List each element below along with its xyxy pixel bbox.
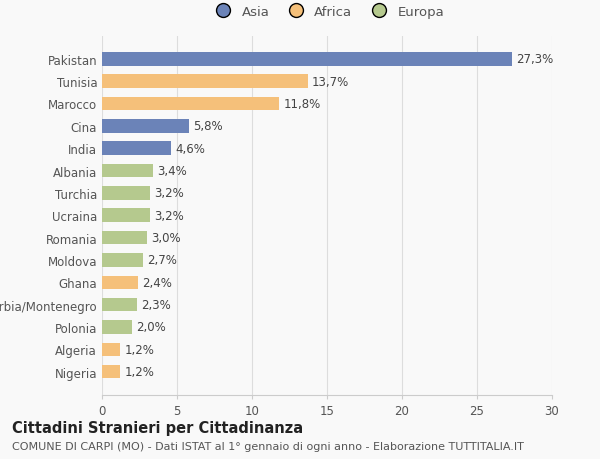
Bar [102, 254, 143, 267]
Text: 3,4%: 3,4% [157, 165, 187, 178]
Bar [102, 276, 138, 289]
Text: 4,6%: 4,6% [176, 142, 205, 155]
Text: 2,0%: 2,0% [137, 321, 166, 334]
Text: 27,3%: 27,3% [516, 53, 553, 66]
Text: 3,2%: 3,2% [155, 187, 184, 200]
Text: Cittadini Stranieri per Cittadinanza: Cittadini Stranieri per Cittadinanza [12, 420, 303, 435]
Text: 3,2%: 3,2% [155, 209, 184, 222]
Text: COMUNE DI CARPI (MO) - Dati ISTAT al 1° gennaio di ogni anno - Elaborazione TUTT: COMUNE DI CARPI (MO) - Dati ISTAT al 1° … [12, 441, 524, 451]
Bar [102, 209, 150, 223]
Bar [102, 98, 279, 111]
Bar [102, 142, 171, 156]
Text: 2,7%: 2,7% [147, 254, 177, 267]
Bar [102, 320, 132, 334]
Bar [102, 365, 120, 379]
Text: 1,2%: 1,2% [125, 343, 154, 356]
Bar [102, 120, 189, 133]
Bar [102, 231, 147, 245]
Text: 13,7%: 13,7% [312, 75, 349, 89]
Bar [102, 343, 120, 356]
Legend: Asia, Africa, Europa: Asia, Africa, Europa [206, 2, 448, 23]
Bar [102, 53, 511, 67]
Bar [102, 75, 308, 89]
Bar [102, 298, 137, 312]
Text: 2,4%: 2,4% [143, 276, 172, 289]
Bar [102, 164, 153, 178]
Text: 5,8%: 5,8% [193, 120, 223, 133]
Bar [102, 187, 150, 200]
Text: 2,3%: 2,3% [141, 298, 171, 311]
Text: 1,2%: 1,2% [125, 365, 154, 378]
Text: 3,0%: 3,0% [151, 231, 181, 245]
Text: 11,8%: 11,8% [284, 98, 321, 111]
